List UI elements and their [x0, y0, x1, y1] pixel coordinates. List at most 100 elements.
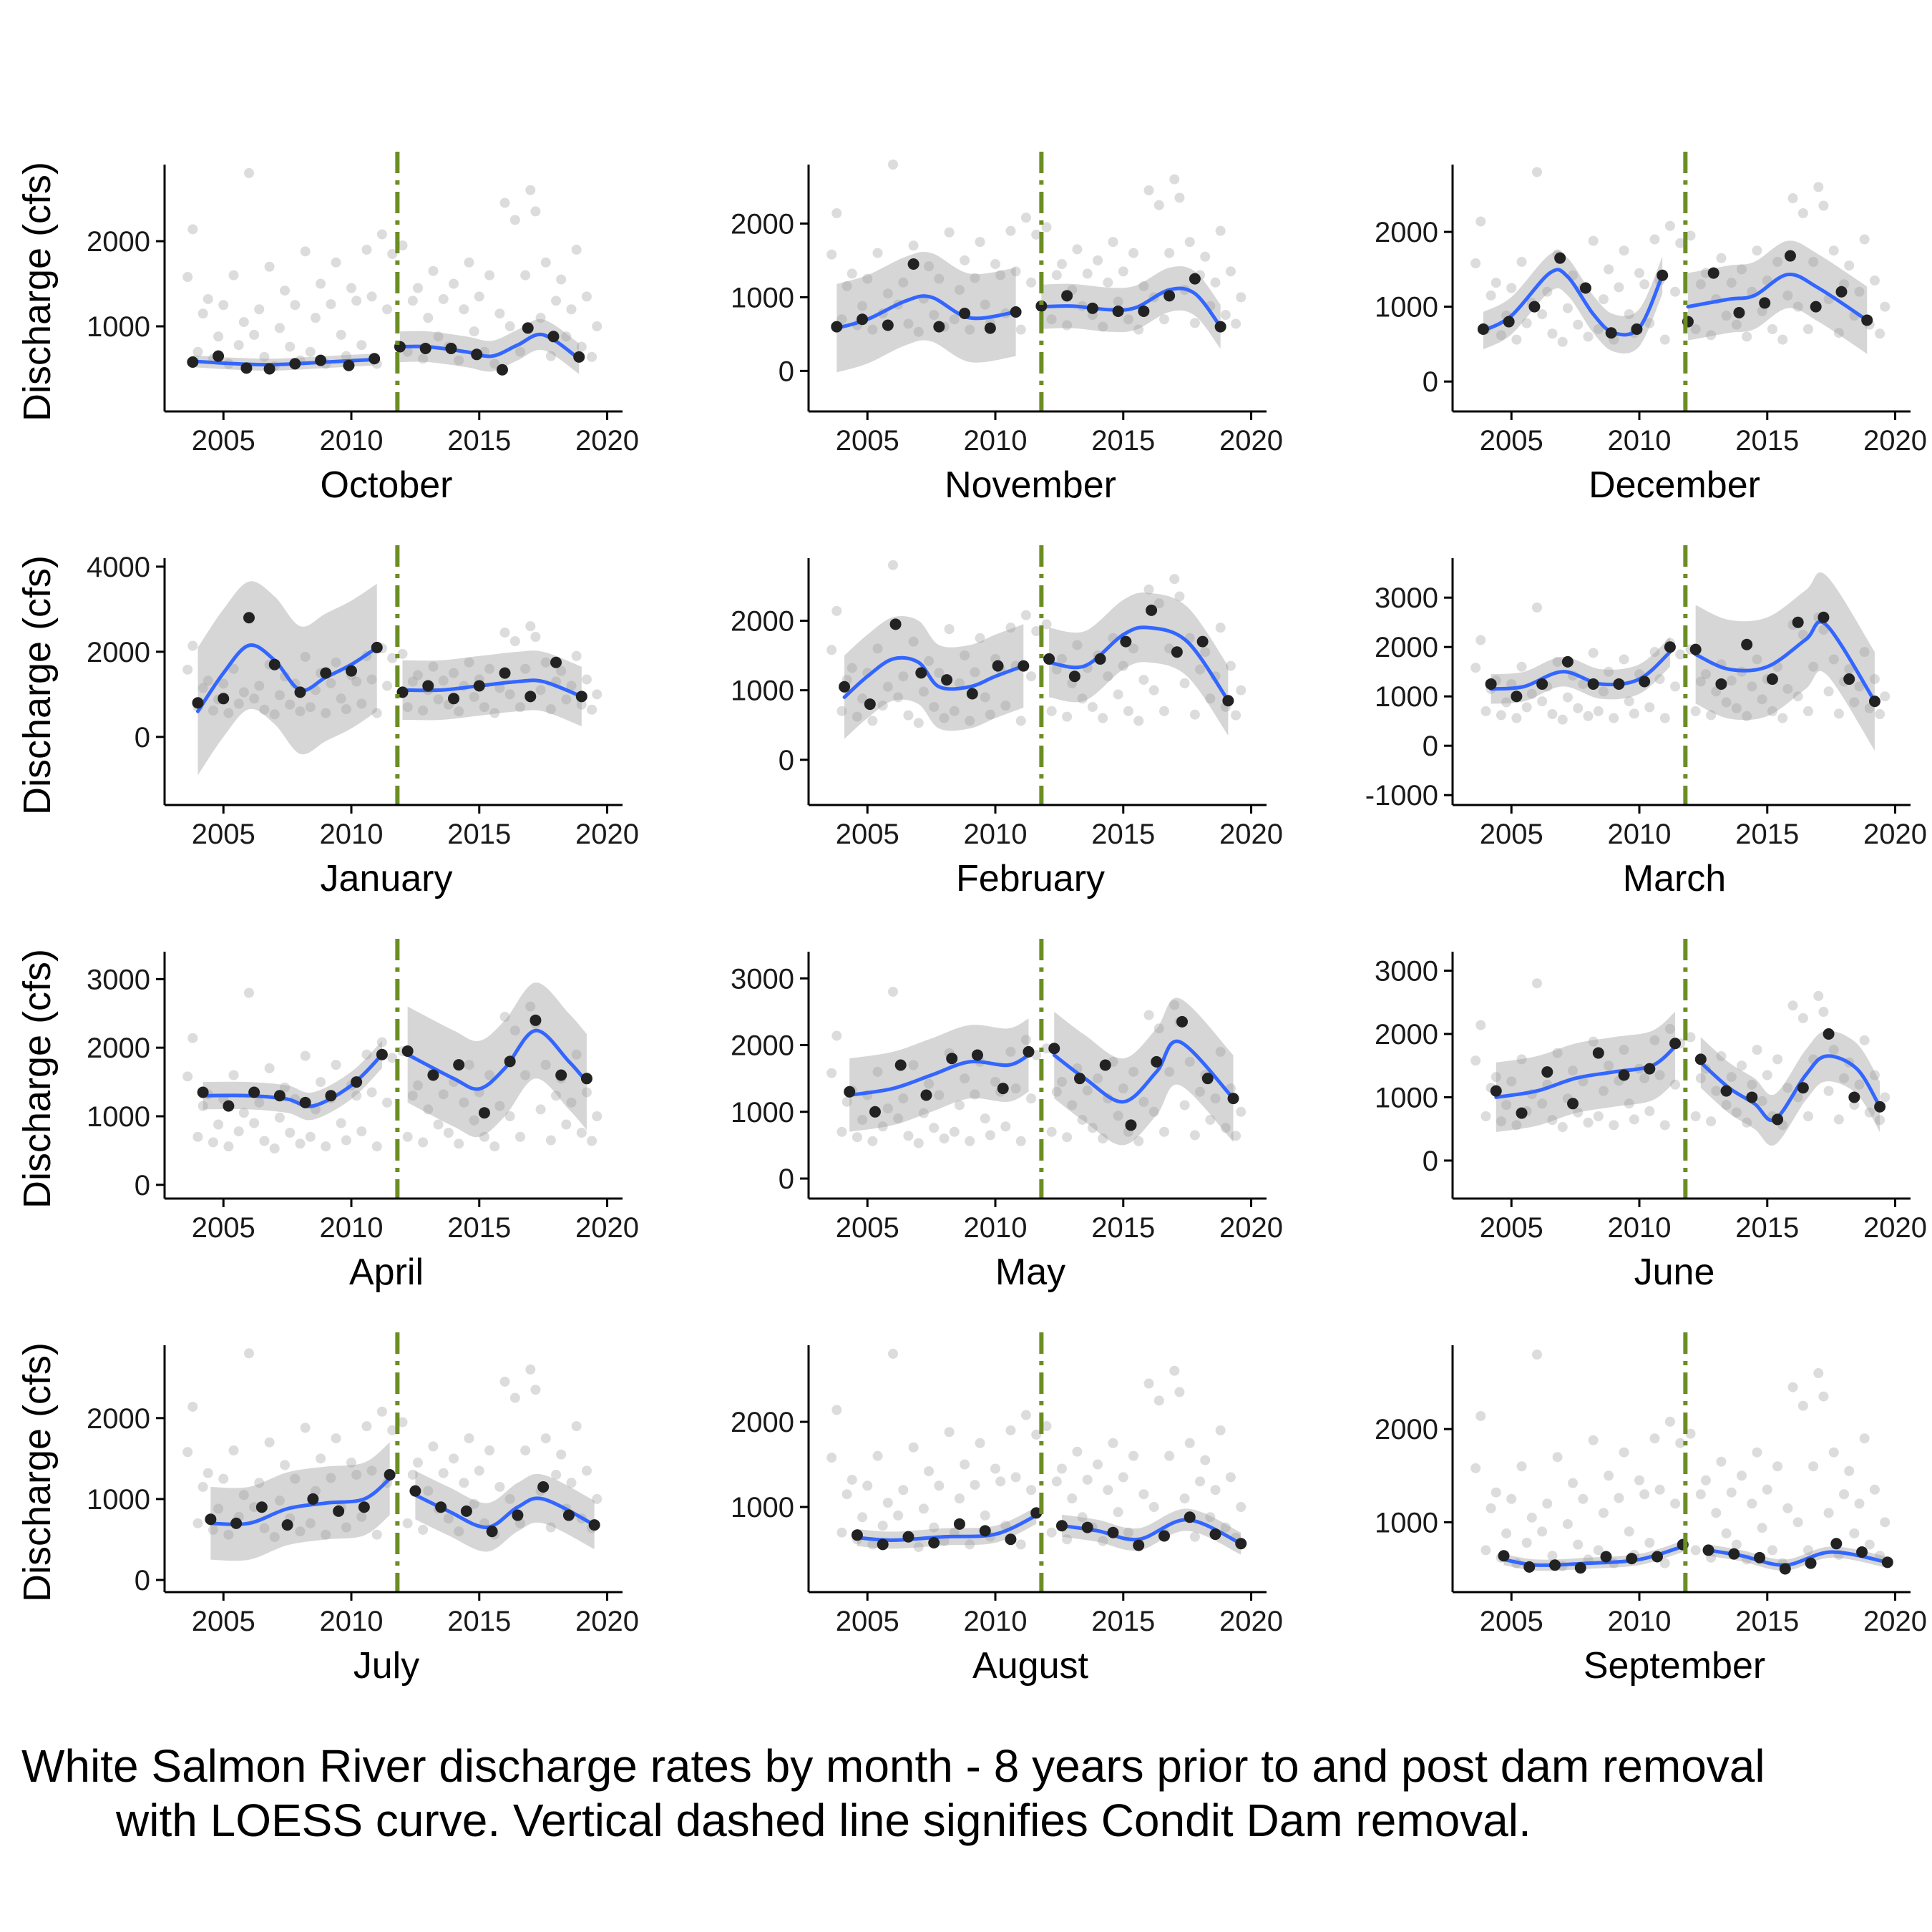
background-point [1220, 1522, 1231, 1533]
background-point [269, 1143, 280, 1154]
monthly-point [1741, 638, 1753, 650]
x-tick-label: 2015 [447, 819, 511, 850]
panel-june: 0 1000 2000 3000 2005 2010 2015 2020 June [1375, 939, 1927, 1293]
background-point [540, 1060, 551, 1070]
background-point [841, 280, 852, 291]
background-point [877, 1121, 888, 1132]
background-point [1869, 1484, 1880, 1495]
background-point [1062, 1534, 1073, 1545]
background-point [545, 351, 556, 361]
x-tick-label: 2015 [447, 425, 511, 457]
background-point [187, 1033, 198, 1043]
background-point [1077, 693, 1088, 704]
background-point [887, 986, 898, 997]
background-point [382, 1097, 393, 1108]
background-point [934, 273, 945, 284]
background-point [1537, 1526, 1548, 1537]
monthly-point [1874, 1101, 1886, 1113]
background-point [1005, 623, 1016, 633]
background-point [402, 1518, 413, 1528]
background-point [1598, 1085, 1609, 1096]
monthly-point [920, 1089, 932, 1101]
background-point [1578, 678, 1589, 689]
background-point [218, 678, 229, 689]
background-point [479, 702, 489, 713]
background-point [326, 1473, 336, 1483]
background-point [254, 1097, 265, 1108]
x-tick-label: 2010 [964, 1606, 1028, 1637]
background-point [203, 293, 213, 304]
background-point [882, 681, 893, 692]
background-point [954, 678, 965, 688]
background-point [1695, 676, 1706, 687]
background-point [1516, 1461, 1527, 1472]
background-point [1690, 1111, 1701, 1121]
monthly-point [1600, 1551, 1612, 1563]
confidence-ribbon-pre [844, 615, 1024, 739]
background-point [454, 1138, 464, 1149]
background-point [1231, 710, 1241, 721]
background-point [985, 709, 995, 720]
monthly-point [1196, 635, 1209, 648]
background-point [1480, 706, 1491, 716]
background-point [1782, 290, 1793, 301]
background-point [949, 1126, 960, 1137]
y-tick-label: 0 [135, 1170, 150, 1201]
monthly-point [478, 1107, 490, 1119]
background-point [1802, 706, 1813, 716]
confidence-ribbon-post [402, 650, 582, 726]
background-point [576, 699, 587, 710]
background-point [1573, 703, 1584, 713]
background-point [1808, 256, 1819, 267]
monthly-point [1018, 660, 1030, 672]
background-point [514, 702, 525, 713]
background-point [1046, 314, 1057, 325]
y-tick-label: 2000 [731, 1030, 794, 1062]
background-point [1588, 235, 1599, 246]
panel-may: 0 1000 2000 3000 2005 2010 2015 2020 May [731, 939, 1283, 1293]
background-point [561, 331, 572, 342]
background-point [402, 702, 413, 713]
background-point [831, 605, 842, 616]
background-point [269, 709, 280, 720]
background-point [960, 1073, 970, 1084]
monthly-point [1797, 1082, 1809, 1094]
background-point [1164, 1066, 1175, 1077]
confidence-ribbon-pre [1496, 1012, 1676, 1133]
month-label: September [1584, 1645, 1765, 1687]
background-point [1604, 666, 1614, 677]
background-point [954, 1100, 965, 1111]
confidence-ribbon-pre [192, 353, 375, 371]
background-point [1093, 1459, 1103, 1470]
background-point [826, 1068, 837, 1078]
background-point [1475, 1410, 1486, 1421]
background-point [233, 698, 244, 709]
background-point [535, 685, 546, 696]
background-point [1772, 256, 1783, 267]
background-point [1716, 253, 1727, 263]
background-point [1664, 1416, 1675, 1427]
background-point [1158, 1126, 1169, 1137]
background-point [1716, 1456, 1727, 1467]
background-point [1685, 1032, 1696, 1043]
background-point [1103, 277, 1113, 288]
y-tick-label: 0 [779, 356, 794, 387]
background-point [1659, 1558, 1670, 1568]
background-point [847, 1474, 857, 1485]
background-point [1654, 1484, 1665, 1495]
background-point [464, 1433, 474, 1444]
background-point [1716, 1050, 1727, 1061]
background-point [970, 1480, 980, 1491]
monthly-point [1099, 1059, 1111, 1071]
background-point [1797, 629, 1808, 640]
background-point [187, 1401, 198, 1412]
background-point [1491, 1487, 1501, 1498]
y-tick-label: 0 [135, 1565, 150, 1596]
background-point [1041, 222, 1052, 233]
background-point [254, 304, 265, 315]
monthly-point [575, 691, 587, 703]
background-point [1521, 318, 1532, 328]
background-point [918, 686, 929, 697]
background-point [1772, 1054, 1783, 1065]
monthly-point [396, 686, 409, 698]
